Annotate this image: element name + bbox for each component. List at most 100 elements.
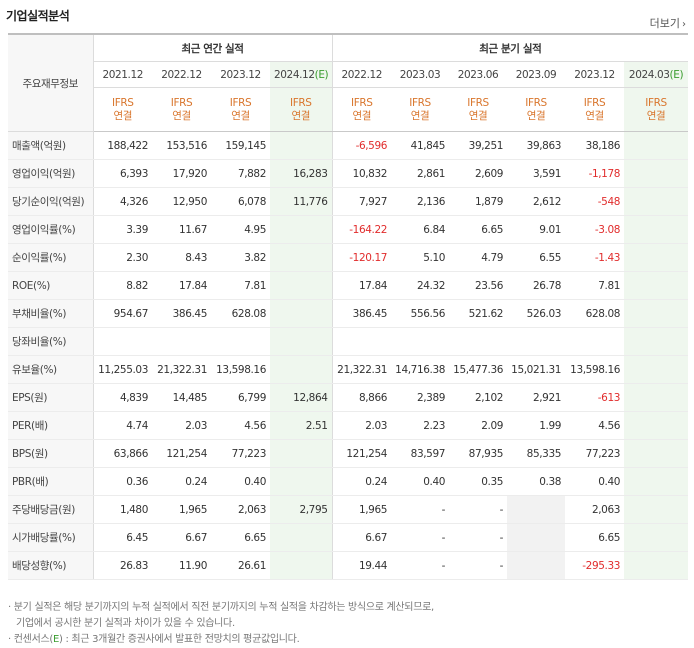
- table-row: 영업이익률(%) 3.39 11.67 4.95 -164.22 6.84 6.65 9.01…: [8, 215, 689, 244]
- table-cell: [624, 439, 689, 468]
- table-cell: 1,480: [93, 495, 152, 524]
- table-cell: 7,882: [211, 159, 270, 188]
- table-corner-header: 주요재무정보: [8, 33, 94, 132]
- row-label: 영업이익(억원): [8, 159, 94, 188]
- table-cell: 26.78: [507, 271, 566, 300]
- table-cell: 1.99: [507, 411, 566, 440]
- table-cell: 2.09: [449, 411, 508, 440]
- table-cell: -613: [565, 383, 625, 412]
- accounting-standard: IFRS 연결: [152, 87, 211, 132]
- table-cell: 0.40: [391, 467, 450, 496]
- more-link[interactable]: 더보기 ›: [650, 15, 686, 31]
- table-cell: 3.82: [211, 243, 270, 272]
- accounting-standard: IFRS 연결: [211, 87, 270, 132]
- row-label: PBR(배): [8, 467, 94, 496]
- table-cell: [624, 523, 689, 552]
- table-cell: 2,063: [211, 495, 270, 524]
- row-label: 당기순이익(억원): [8, 187, 94, 216]
- table-cell: 628.08: [565, 299, 625, 328]
- table-cell: [624, 215, 689, 244]
- table-cell: 6.84: [391, 215, 450, 244]
- table-cell: 39,251: [449, 131, 508, 160]
- table-cell: -3.08: [565, 215, 625, 244]
- table-cell: [624, 551, 689, 580]
- row-label: 매출액(억원): [8, 131, 94, 160]
- table-cell: 6.45: [93, 523, 152, 552]
- table-cell: [449, 327, 508, 356]
- table-cell: 13,598.16: [211, 355, 270, 384]
- table-cell: 0.36: [93, 467, 152, 496]
- table-cell: 77,223: [211, 439, 270, 468]
- table-cell: [624, 383, 689, 412]
- table-row: 순이익률(%) 2.30 8.43 3.82 -120.17 5.10 4.79 6.55 -1…: [8, 243, 689, 272]
- table-cell: 11,255.03: [93, 355, 152, 384]
- row-label: PER(배): [8, 411, 94, 440]
- table-cell: 41,845: [391, 131, 450, 160]
- table-cell: [270, 523, 333, 552]
- table-cell: [624, 355, 689, 384]
- estimate-mark: E: [52, 634, 59, 645]
- table-cell: 8.82: [93, 271, 152, 300]
- table-cell: [270, 243, 333, 272]
- table-cell: -: [391, 495, 450, 524]
- table-cell: 0.40: [565, 467, 625, 496]
- table-cell: -: [391, 551, 450, 580]
- table-cell: 6,393: [93, 159, 152, 188]
- table-cell: 8.43: [152, 243, 211, 272]
- row-label: 영업이익률(%): [8, 215, 94, 244]
- table-cell: 4.74: [93, 411, 152, 440]
- table-cell: 159,145: [211, 131, 270, 160]
- period-header: 2023.06: [449, 61, 508, 88]
- financial-table: 주요재무정보 최근 연간 실적 최근 분기 실적 2021.12 2022.12 2…: [8, 33, 689, 580]
- row-label: 주당배당금(원): [8, 495, 94, 524]
- table-row: 시가배당률(%) 6.45 6.67 6.65 6.67- -6.65: [8, 523, 689, 552]
- table-cell: 6,078: [211, 187, 270, 216]
- table-cell: 526.03: [507, 299, 566, 328]
- table-cell: [270, 131, 333, 160]
- footnote: 기업에서 공시한 분기 실적과 차이가 있을 수 있습니다.: [16, 618, 235, 629]
- table-cell: 7,927: [331, 187, 392, 216]
- table-cell: 83,597: [391, 439, 450, 468]
- table-cell: -1.43: [565, 243, 625, 272]
- table-cell: 3,591: [507, 159, 566, 188]
- more-link-label[interactable]: 더보기: [649, 17, 680, 30]
- row-label: ROE(%): [8, 271, 94, 300]
- table-cell: [270, 355, 333, 384]
- table-cell: 19.44: [331, 551, 392, 580]
- accounting-standard: IFRS 연결: [565, 87, 625, 132]
- table-row: 주당배당금(원) 1,480 1,965 2,063 2,795 1,965- -2,063: [8, 495, 689, 524]
- table-cell: 24.32: [391, 271, 450, 300]
- table-cell: 2.51: [270, 411, 333, 440]
- table-cell: 2,063: [565, 495, 625, 524]
- row-label: BPS(원): [8, 439, 94, 468]
- table-cell: [507, 551, 566, 580]
- table-cell: 6.65: [211, 523, 270, 552]
- row-label: 당좌비율(%): [8, 327, 94, 356]
- table-row: 배당성향(%) 26.83 11.90 26.61 19.44- - -295.33: [8, 551, 689, 580]
- table-cell: 6.65: [565, 523, 625, 552]
- table-cell: 0.24: [331, 467, 392, 496]
- table-cell: [624, 327, 689, 356]
- table-cell: [565, 327, 625, 356]
- table-cell: [624, 159, 689, 188]
- table-cell: 8,866: [331, 383, 392, 412]
- row-label: 시가배당률(%): [8, 523, 94, 552]
- table-cell: 4.95: [211, 215, 270, 244]
- table-cell: [624, 243, 689, 272]
- table-cell: 386.45: [152, 299, 211, 328]
- table-cell: 2,795: [270, 495, 333, 524]
- table-cell: -6,596: [331, 131, 392, 160]
- table-cell: 13,598.16: [565, 355, 625, 384]
- table-cell: -295.33: [565, 551, 625, 580]
- table-cell: 87,935: [449, 439, 508, 468]
- table-cell: 15,021.31: [507, 355, 566, 384]
- table-cell: 2,102: [449, 383, 508, 412]
- accounting-standard: IFRS 연결: [391, 87, 450, 132]
- chevron-right-icon[interactable]: ›: [682, 19, 686, 30]
- table-cell: 26.83: [93, 551, 152, 580]
- table-cell: 0.38: [507, 467, 566, 496]
- table-cell: 21,322.31: [152, 355, 211, 384]
- table-cell: 0.24: [152, 467, 211, 496]
- table-cell: [507, 495, 566, 524]
